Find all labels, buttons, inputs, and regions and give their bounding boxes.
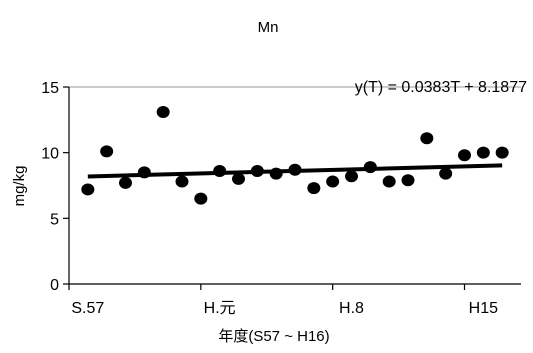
trendline [87, 163, 503, 179]
data-point [156, 105, 170, 118]
data-point [495, 146, 509, 159]
data-point [307, 182, 321, 195]
data-point [119, 176, 132, 189]
trendline-equation: y(T) = 0.0383T + 8.1877 [355, 79, 527, 96]
y-tick-label: 15 [41, 80, 59, 97]
data-points [81, 105, 509, 205]
y-tick-label: 0 [50, 277, 59, 294]
data-point [401, 174, 415, 187]
y-tick-label: 10 [41, 146, 59, 163]
data-point [420, 132, 434, 145]
y-axis-label: mg/kg [11, 166, 28, 207]
y-axis-ticks: 0 5 10 15 [41, 80, 69, 294]
data-point [175, 175, 189, 188]
data-point [194, 192, 208, 205]
x-tick-label: H.8 [339, 300, 364, 317]
x-tick-label: H15 [469, 300, 498, 317]
data-point [326, 175, 340, 188]
y-tick-label: 5 [50, 211, 59, 228]
data-point [100, 145, 114, 158]
data-point [382, 175, 396, 188]
x-axis-ticks: S.57 H.元 H.8 H15 [68, 284, 498, 317]
data-point [439, 167, 453, 180]
data-point [458, 149, 471, 162]
x-tick-label: H.元 [204, 300, 236, 317]
x-axis-label: 年度(S57 ~ H16) [218, 328, 329, 345]
axes [68, 87, 521, 285]
x-tick-label: S.57 [71, 300, 104, 317]
data-point [81, 183, 95, 196]
data-point [232, 172, 245, 185]
data-point [345, 170, 358, 183]
chart-title: Mn [258, 19, 279, 36]
data-point [476, 146, 490, 159]
